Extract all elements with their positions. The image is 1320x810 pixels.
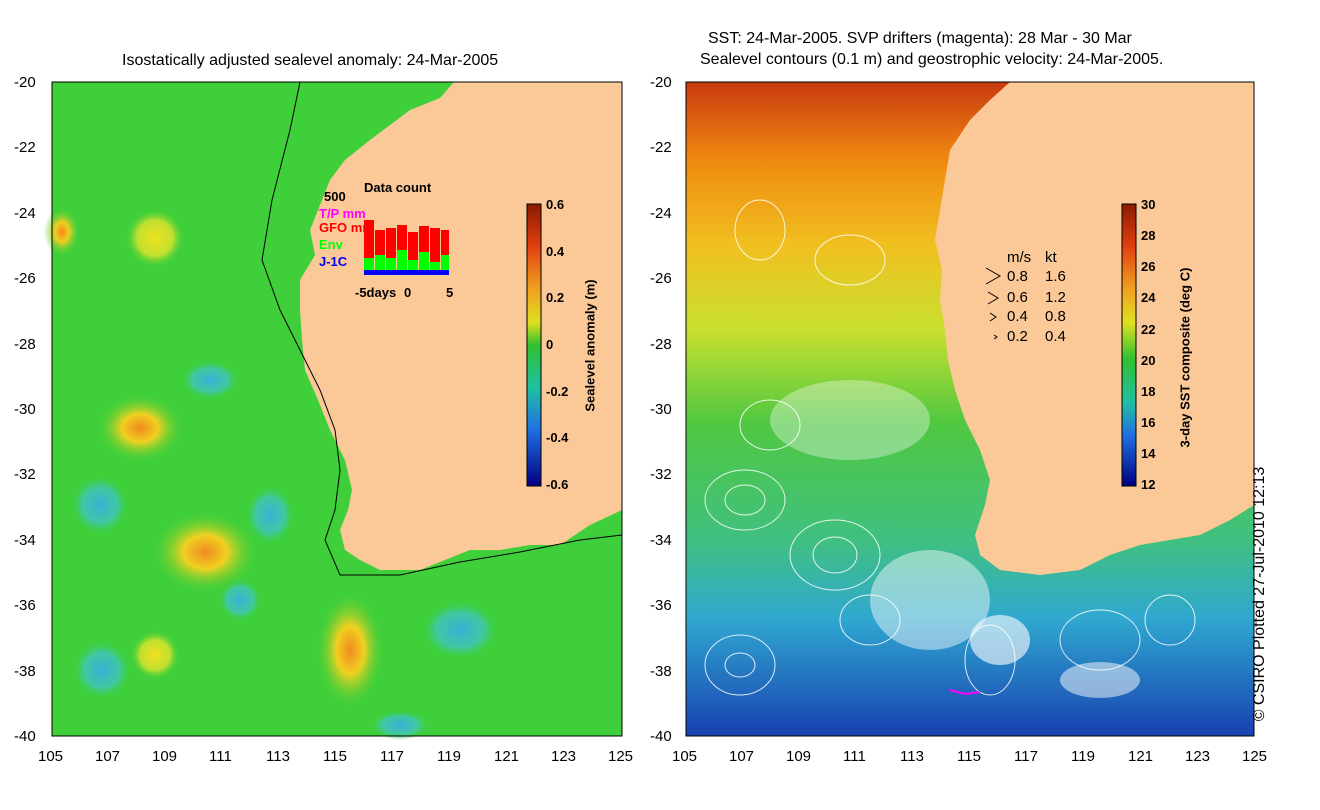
sla-colorbar-tick: -0.4 — [546, 430, 569, 445]
right-y-tick: -38 — [650, 663, 672, 680]
left-panel-title: Isostatically adjusted sealevel anomaly:… — [122, 52, 499, 69]
sla-colorbar-label: Sealevel anomaly (m) — [582, 279, 598, 412]
left-y-tick: -34 — [14, 532, 36, 549]
left-y-tick: -28 — [14, 336, 36, 353]
data-count-max: 500 — [324, 189, 346, 204]
left-y-tick: -40 — [14, 728, 36, 745]
right-y-tick: -26 — [650, 270, 672, 287]
left-y-tick: -36 — [14, 597, 36, 614]
velocity-key-kt: 1.6 — [1045, 268, 1066, 285]
sla-colorbar-tick: 0.4 — [546, 244, 565, 259]
sst-colorbar-tick: 12 — [1141, 477, 1156, 492]
right-x-tick: 111 — [843, 748, 866, 765]
sst-colorbar-label: 3-day SST composite (deg C) — [1177, 267, 1193, 448]
right-land-australia — [935, 82, 1254, 575]
right-y-tick: -24 — [650, 205, 672, 222]
right-x-tick: 119 — [1071, 748, 1095, 765]
velocity-key-kt: 0.4 — [1045, 328, 1066, 345]
data-count-legend-env: Env — [319, 237, 343, 252]
sla-colorbar-tick: -0.2 — [546, 384, 569, 399]
sst-colorbar-tick: 14 — [1141, 446, 1156, 461]
sst-colorbar-tick: 30 — [1141, 197, 1156, 212]
left-x-tick: 125 — [608, 748, 634, 765]
velocity-key-header-kt: kt — [1045, 249, 1057, 266]
left-y-tick: -32 — [14, 466, 36, 483]
right-x-tick: 117 — [1014, 748, 1038, 765]
right-y-tick: -34 — [650, 532, 672, 549]
right-x-tick: 105 — [672, 748, 698, 765]
data-count-legend-tp: T/P mm — [319, 206, 366, 221]
sst-colorbar-tick: 28 — [1141, 228, 1156, 243]
right-y-tick: -36 — [650, 597, 672, 614]
sst-colorbar — [1121, 203, 1137, 487]
left-x-tick: 105 — [38, 748, 64, 765]
left-x-tick: 115 — [323, 748, 347, 765]
sst-colorbar-tick: 24 — [1141, 290, 1156, 305]
velocity-key-ms: 0.4 — [1007, 308, 1028, 325]
sst-colorbar-tick: 16 — [1141, 415, 1156, 430]
velocity-key-kt: 1.2 — [1045, 289, 1066, 306]
data-count-xlabel: -5days — [355, 285, 397, 300]
right-y-tick: -32 — [650, 466, 672, 483]
credit-text: © CSIRO Plotted 27-Jul-2010 12:13 — [1251, 466, 1268, 722]
right-panel-title-line1: SST: 24-Mar-2005. SVP drifters (magenta)… — [708, 30, 1132, 47]
right-x-tick: 107 — [729, 748, 755, 765]
left-x-tick: 121 — [494, 748, 520, 765]
left-y-tick: -20 — [14, 74, 36, 91]
sla-colorbar-tick: 0 — [546, 337, 554, 352]
velocity-key-header-ms: m/s — [1007, 249, 1032, 266]
data-count-legend-gfo: GFO mm — [319, 220, 374, 235]
left-x-tick: 111 — [209, 748, 232, 765]
velocity-key-ms: 0.8 — [1007, 268, 1028, 285]
left-x-tick: 109 — [152, 748, 178, 765]
data-count-xlabel: 0 — [404, 285, 412, 300]
sst-colorbar-tick: 20 — [1141, 353, 1156, 368]
left-y-tick: -26 — [14, 270, 36, 287]
left-x-tick: 107 — [95, 748, 121, 765]
sealevel-contours — [704, 199, 1196, 696]
right-x-tick: 125 — [1242, 748, 1268, 765]
sla-colorbar — [526, 203, 542, 487]
velocity-key-ms: 0.6 — [1007, 289, 1028, 306]
data-count-legend-j1c: J-1C — [319, 254, 348, 269]
right-y-tick: -40 — [650, 728, 672, 745]
left-y-tick: -38 — [14, 663, 36, 680]
velocity-key-kt: 0.8 — [1045, 308, 1066, 325]
left-y-tick: -24 — [14, 205, 36, 222]
right-y-tick: -22 — [650, 139, 672, 156]
data-count-xlabel: 5 — [446, 285, 454, 300]
left-x-tick: 117 — [380, 748, 404, 765]
right-x-tick: 113 — [900, 748, 924, 765]
right-panel-title-line2: Sealevel contours (0.1 m) and geostrophi… — [700, 51, 1164, 68]
sst-colorbar-tick: 18 — [1141, 384, 1156, 399]
velocity-key-ms: 0.2 — [1007, 328, 1028, 345]
left-x-tick: 119 — [437, 748, 461, 765]
data-count-chart — [364, 220, 449, 275]
right-x-tick: 109 — [786, 748, 812, 765]
left-y-tick: -30 — [14, 401, 36, 418]
right-x-tick: 121 — [1128, 748, 1154, 765]
right-x-tick: 123 — [1185, 748, 1211, 765]
right-y-tick: -28 — [650, 336, 672, 353]
left-shelf-line — [261, 81, 623, 576]
sst-colorbar-tick: 26 — [1141, 259, 1156, 274]
sla-colorbar-tick: 0.2 — [546, 290, 565, 305]
right-y-tick: -30 — [650, 401, 672, 418]
left-x-tick: 123 — [551, 748, 577, 765]
sla-colorbar-tick: 0.6 — [546, 197, 565, 212]
left-x-tick: 113 — [266, 748, 290, 765]
sla-colorbar-tick: -0.6 — [546, 477, 569, 492]
right-x-tick: 115 — [957, 748, 981, 765]
sst-colorbar-tick: 22 — [1141, 322, 1156, 337]
right-y-tick: -20 — [650, 74, 672, 91]
left-y-tick: -22 — [14, 139, 36, 156]
velocity-key-arrows — [985, 267, 1002, 340]
data-count-title: Data count — [364, 180, 432, 195]
svp-drifter-track — [949, 689, 981, 696]
